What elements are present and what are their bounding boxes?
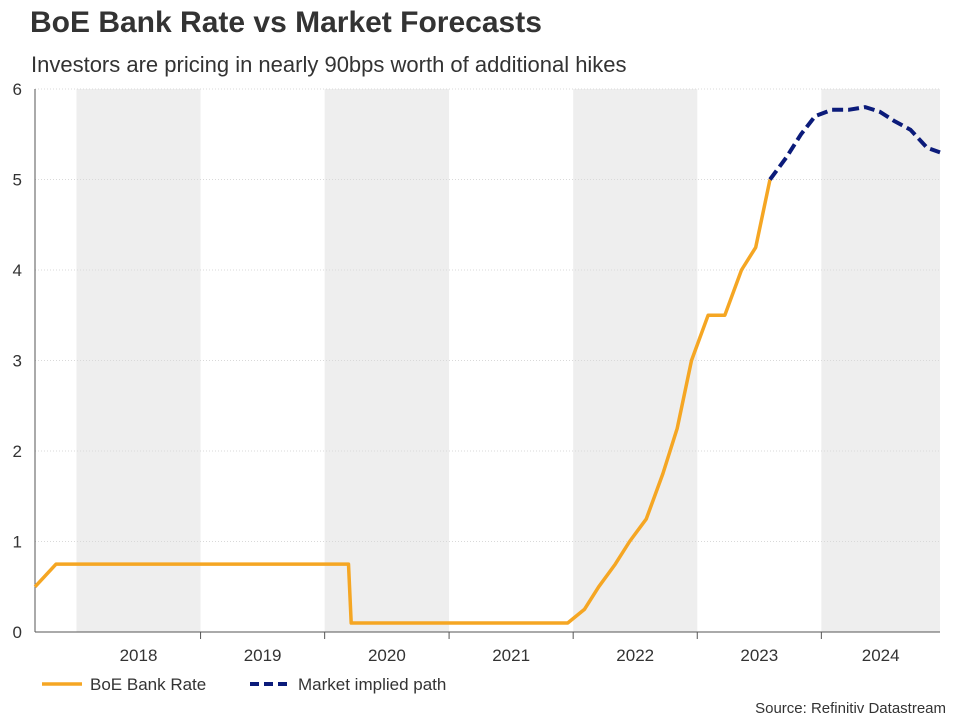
x-tick-label: 2020 [368,646,406,665]
x-tick-label: 2022 [616,646,654,665]
y-tick-label: 3 [13,352,22,371]
y-tick-label: 5 [13,171,22,190]
x-tick-label: 2023 [740,646,778,665]
chart-subtitle: Investors are pricing in nearly 90bps wo… [31,52,627,77]
bank-rate-line [33,179,772,625]
y-tick-label: 0 [13,623,22,642]
market-implied-path-line [768,105,941,181]
x-tick-label: 2019 [244,646,282,665]
y-tick-label: 4 [13,261,22,280]
chart-source: Source: Refinitiv Datastream [755,700,946,717]
y-tick-label: 1 [13,533,22,552]
x-tick-label: 2021 [492,646,530,665]
y-tick-label: 6 [13,80,22,99]
y-tick-label: 2 [13,442,22,461]
chart-title: BoE Bank Rate vs Market Forecasts [30,6,542,39]
legend-label: BoE Bank Rate [90,675,206,694]
legend-label: Market implied path [298,675,446,694]
x-tick-label: 2024 [862,646,900,665]
x-tick-label: 2018 [120,646,158,665]
